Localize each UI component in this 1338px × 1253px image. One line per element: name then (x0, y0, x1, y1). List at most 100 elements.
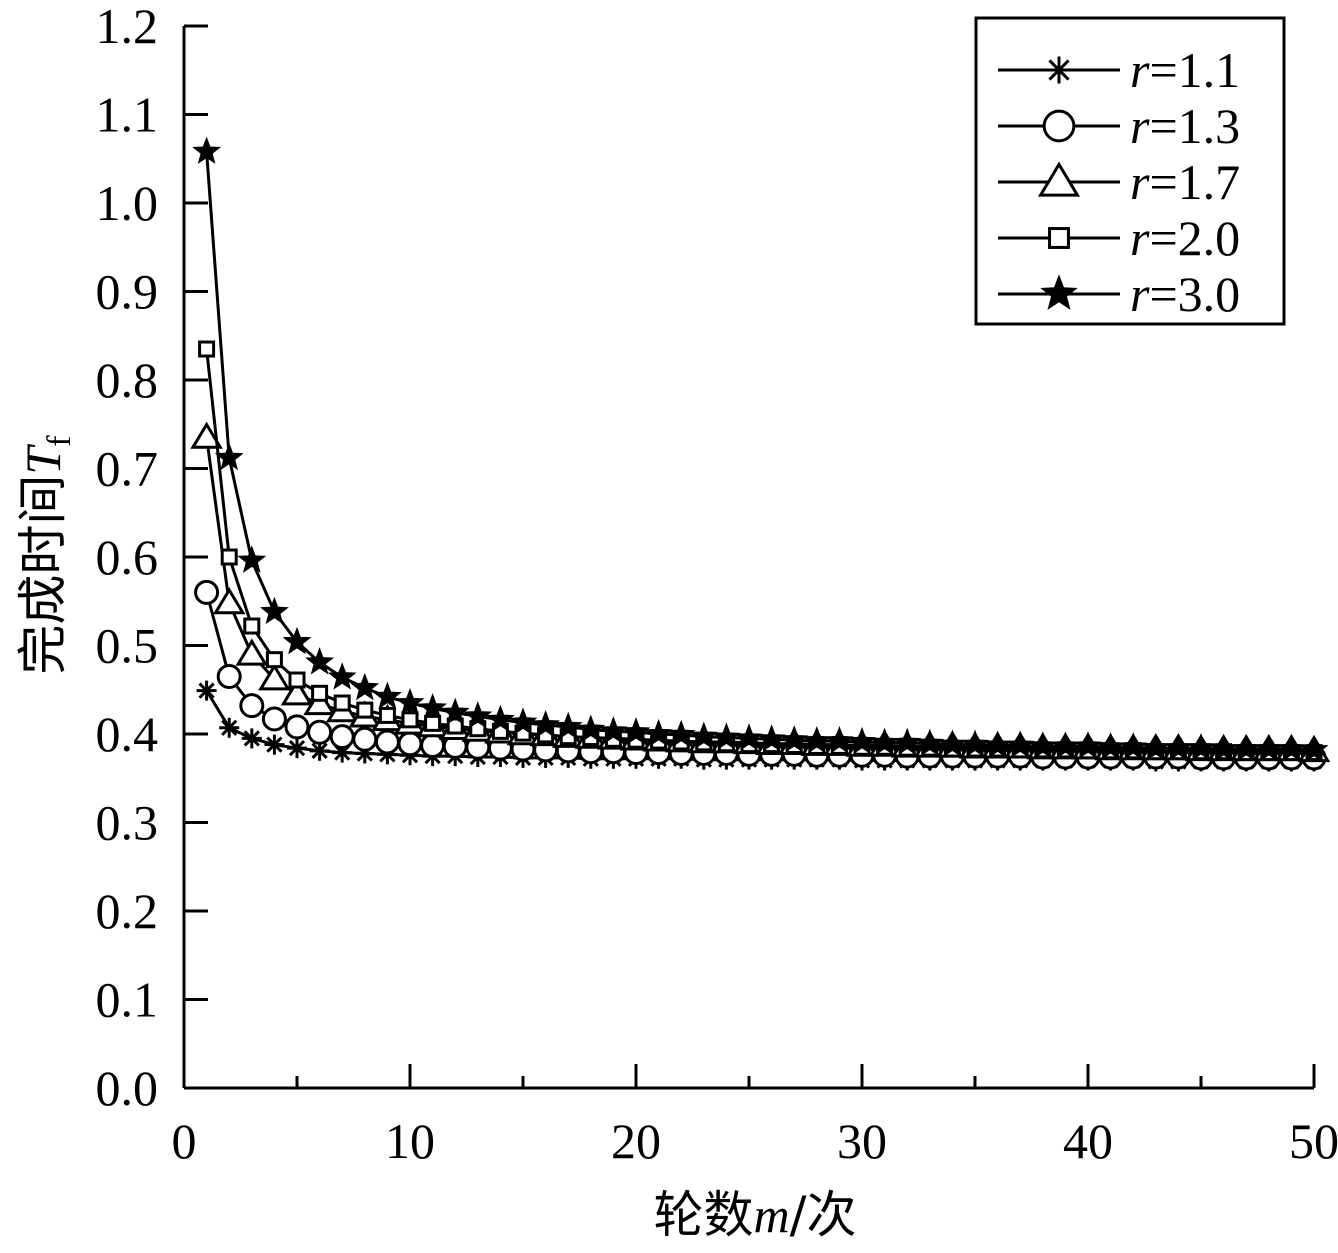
triangle-marker (258, 663, 291, 691)
y-tick-label: 0.0 (96, 1060, 159, 1116)
legend-label-value: =2.0 (1149, 210, 1240, 266)
star-marker (644, 718, 674, 747)
square-marker (265, 651, 283, 669)
square-marker (288, 671, 306, 689)
asterisk-marker (219, 717, 240, 738)
x-axis-title-prefix: 轮数 (654, 1186, 754, 1244)
square-marker (378, 706, 396, 724)
star-marker (372, 681, 402, 710)
square-marker (333, 694, 351, 712)
y-axis-title-prefix: 完成时间 (14, 475, 72, 675)
star-marker (553, 711, 583, 740)
circle-marker (194, 579, 220, 605)
square-marker (424, 714, 442, 732)
legend: r=1.1r=1.3r=1.7r=2.0r=3.0 (974, 16, 1286, 326)
y-axis-title: 完成时间Tf (14, 435, 78, 675)
square-marker (198, 340, 216, 358)
star-marker (1005, 730, 1035, 758)
y-tick-label: 0.3 (96, 795, 159, 851)
triangle-marker (190, 421, 223, 449)
star-marker (305, 647, 335, 675)
circle-marker (329, 724, 355, 750)
y-tick-label: 0.8 (96, 352, 159, 408)
legend-label: r=3.0 (1130, 266, 1240, 322)
legend-label-value: =1.7 (1149, 154, 1240, 210)
star-marker (598, 716, 628, 744)
triangle-marker (303, 687, 336, 716)
star-marker (711, 722, 741, 750)
x-tick-label: 0 (172, 1113, 197, 1169)
legend-label-var: r (1130, 266, 1150, 322)
square-marker (311, 684, 329, 702)
star-marker (1040, 274, 1078, 310)
star-marker (1118, 732, 1148, 760)
star-marker (485, 704, 515, 733)
circle-marker (307, 719, 333, 745)
x-axis-ticks: 0 10 20 30 40 50 (172, 1064, 1338, 1169)
star-marker (824, 725, 854, 754)
legend-item: r=1.3 (998, 98, 1240, 154)
legend-label-value: =1.3 (1149, 98, 1240, 154)
asterisk-marker (264, 734, 285, 755)
y-axis-title-var: T (15, 444, 71, 475)
asterisk-marker (1045, 56, 1073, 84)
star-marker (689, 721, 719, 749)
y-axis-ticks: 0.0 0.1 0.2 0.3 0.4 0.5 0.6 0.7 0.8 0.9 1.0 1.1 1.2 (96, 0, 208, 1116)
square-marker (401, 711, 419, 729)
star-marker (531, 709, 561, 738)
star-marker (1186, 733, 1216, 761)
legend-label-var: r (1130, 154, 1150, 210)
y-tick-label: 1.0 (96, 175, 159, 231)
star-marker (892, 727, 922, 756)
legend-item: r=1.7 (998, 154, 1240, 210)
circle-marker (261, 706, 287, 732)
x-axis-title-var: m (754, 1187, 790, 1243)
circle-marker (352, 726, 378, 752)
circle-marker (1042, 109, 1076, 143)
star-marker (779, 725, 809, 753)
star-marker (576, 714, 606, 742)
star-marker (1276, 733, 1306, 762)
y-tick-label: 0.5 (96, 618, 159, 674)
star-marker (440, 697, 470, 726)
circle-marker (284, 714, 310, 740)
x-tick-label: 30 (837, 1113, 887, 1169)
star-marker (960, 729, 990, 757)
star-marker (463, 701, 493, 729)
star-marker (734, 723, 764, 751)
square-marker (1048, 227, 1070, 249)
star-marker (757, 724, 787, 752)
star-marker (1073, 731, 1103, 759)
legend-label-var: r (1130, 98, 1150, 154)
y-tick-label: 0.7 (96, 441, 159, 497)
y-tick-label: 0.4 (96, 706, 159, 762)
star-marker (915, 728, 945, 757)
y-axis-title-sub: f (41, 435, 78, 447)
series-layer (190, 136, 1331, 772)
square-marker (220, 548, 238, 566)
square-marker (243, 617, 261, 635)
circle-marker (216, 663, 242, 689)
legend-label-value: =3.0 (1149, 266, 1240, 322)
y-tick-label: 0.6 (96, 529, 159, 585)
legend-label: r=1.3 (1130, 98, 1240, 154)
star-marker (508, 707, 538, 735)
y-tick-label: 1.2 (96, 0, 159, 54)
star-marker (847, 726, 877, 755)
star-marker (259, 596, 289, 625)
triangle-marker (1037, 161, 1081, 197)
series-r=2.0 (198, 340, 1323, 762)
star-marker (621, 717, 651, 745)
legend-item: r=2.0 (998, 210, 1240, 266)
square-marker (356, 701, 374, 719)
y-tick-label: 1.1 (96, 87, 159, 143)
triangle-marker (212, 587, 246, 615)
plot-area: 0.00.10.20.30.40.50.60.70.80.91.01.11.2 … (96, 0, 1338, 1169)
star-marker (237, 545, 267, 573)
star-marker (1299, 734, 1329, 763)
star-marker (350, 672, 380, 701)
legend-item: r=1.1 (998, 42, 1240, 98)
circle-marker (239, 693, 265, 719)
star-marker (666, 719, 696, 748)
